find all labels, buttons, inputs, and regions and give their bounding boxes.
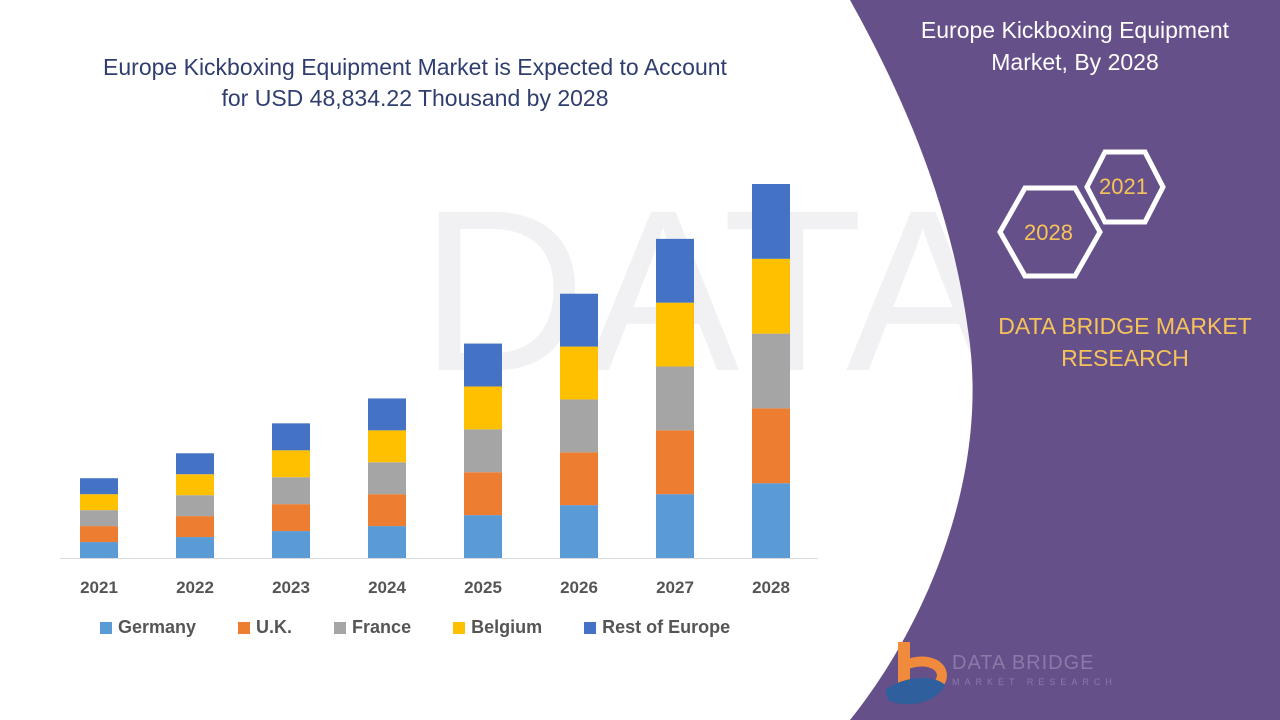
bar-germany-2028 bbox=[752, 483, 790, 558]
watermark: DATA bbox=[420, 162, 999, 419]
bar-belgium-2027 bbox=[656, 302, 694, 367]
bar-rest-of-europe-2027 bbox=[656, 238, 694, 303]
brand-line-1: DATA BRIDGE MARKET bbox=[998, 313, 1252, 339]
bar-belgium-2021 bbox=[80, 494, 118, 511]
bar-germany-2023 bbox=[272, 531, 310, 558]
side-title-line-2: Market, By 2028 bbox=[991, 49, 1159, 75]
chart-title: Europe Kickboxing Equipment Market is Ex… bbox=[60, 52, 770, 114]
hexagon-2028 bbox=[997, 185, 1103, 279]
side-panel bbox=[850, 0, 1280, 720]
legend-swatch bbox=[100, 621, 112, 634]
x-tick-label: 2022 bbox=[176, 578, 214, 597]
bar-belgium-2024 bbox=[368, 430, 406, 463]
bar-belgium-2025 bbox=[464, 386, 502, 430]
bar-u-k--2024 bbox=[368, 494, 406, 527]
bar-u-k--2027 bbox=[656, 430, 694, 495]
bar-belgium-2028 bbox=[752, 258, 790, 334]
bar-france-2024 bbox=[368, 462, 406, 495]
hex-label-2028: 2028 bbox=[1024, 220, 1073, 245]
bar-france-2028 bbox=[752, 333, 790, 409]
bar-germany-2027 bbox=[656, 494, 694, 558]
bar-rest-of-europe-2022 bbox=[176, 453, 214, 475]
bar-france-2023 bbox=[272, 477, 310, 505]
bar-u-k--2022 bbox=[176, 516, 214, 538]
bar-rest-of-europe-2025 bbox=[464, 343, 502, 387]
hex-label-2021: 2021 bbox=[1099, 174, 1148, 199]
bar-rest-of-europe-2026 bbox=[560, 293, 598, 347]
bar-france-2022 bbox=[176, 495, 214, 517]
bar-france-2025 bbox=[464, 429, 502, 473]
bar-germany-2021 bbox=[80, 542, 118, 558]
bar-rest-of-europe-2021 bbox=[80, 478, 118, 495]
bar-rest-of-europe-2028 bbox=[752, 184, 790, 259]
bar-france-2026 bbox=[560, 399, 598, 453]
legend-label: U.K. bbox=[256, 617, 293, 637]
x-tick-label: 2027 bbox=[656, 578, 694, 597]
legend-label: Germany bbox=[118, 617, 197, 637]
logo-icon bbox=[885, 642, 947, 705]
bar-u-k--2028 bbox=[752, 408, 790, 484]
bar-rest-of-europe-2023 bbox=[272, 423, 310, 451]
brand-line-2: RESEARCH bbox=[1061, 345, 1189, 371]
title-line-1: Europe Kickboxing Equipment Market is Ex… bbox=[103, 54, 727, 80]
legend-item: U.K. bbox=[238, 617, 292, 638]
side-title-line-1: Europe Kickboxing Equipment bbox=[920, 17, 1230, 43]
x-tick-label: 2023 bbox=[272, 578, 310, 597]
bar-germany-2024 bbox=[368, 526, 406, 558]
bar-france-2021 bbox=[80, 510, 118, 527]
brand-name: DATA BRIDGE MARKET RESEARCH bbox=[960, 310, 1280, 374]
bar-u-k--2025 bbox=[464, 472, 502, 516]
bar-rest-of-europe-2024 bbox=[368, 398, 406, 431]
legend-item: Rest of Europe bbox=[584, 617, 730, 638]
logo-subtext: MARKET RESEARCH bbox=[952, 677, 1117, 687]
side-title: Europe Kickboxing Equipment Market, By 2… bbox=[890, 14, 1260, 78]
x-tick-label: 2028 bbox=[752, 578, 790, 597]
bar-germany-2026 bbox=[560, 505, 598, 558]
x-tick-label: 2024 bbox=[368, 578, 406, 597]
bar-germany-2025 bbox=[464, 515, 502, 558]
bar-u-k--2021 bbox=[80, 526, 118, 543]
legend-swatch bbox=[238, 621, 251, 634]
x-tick-label: 2021 bbox=[80, 578, 118, 597]
stacked-bar-chart: 2021 2022 2023 2024 2025 2026 2027 2028 bbox=[60, 184, 818, 597]
legend-label: France bbox=[352, 617, 412, 637]
legend: Germany U.K. France Belgium Rest of Europe bbox=[100, 617, 772, 638]
legend-item: France bbox=[334, 617, 411, 638]
bar-belgium-2023 bbox=[272, 450, 310, 478]
bar-u-k--2026 bbox=[560, 452, 598, 506]
legend-label: Rest of Europe bbox=[602, 617, 731, 637]
legend-swatch bbox=[453, 621, 466, 634]
hexagon-2021 bbox=[1084, 149, 1166, 225]
bar-france-2027 bbox=[656, 366, 694, 431]
legend-item: Belgium bbox=[453, 617, 542, 638]
legend-swatch bbox=[334, 621, 347, 634]
bar-belgium-2026 bbox=[560, 346, 598, 400]
bar-germany-2022 bbox=[176, 537, 214, 558]
logo-text: DATA BRIDGE bbox=[952, 652, 1095, 674]
legend-item: Germany bbox=[100, 617, 196, 638]
x-tick-label: 2026 bbox=[560, 578, 598, 597]
legend-swatch bbox=[584, 621, 597, 634]
bar-belgium-2022 bbox=[176, 474, 214, 496]
x-tick-label: 2025 bbox=[464, 578, 502, 597]
title-line-2: for USD 48,834.22 Thousand by 2028 bbox=[221, 85, 609, 111]
legend-label: Belgium bbox=[471, 617, 543, 637]
bar-u-k--2023 bbox=[272, 504, 310, 532]
